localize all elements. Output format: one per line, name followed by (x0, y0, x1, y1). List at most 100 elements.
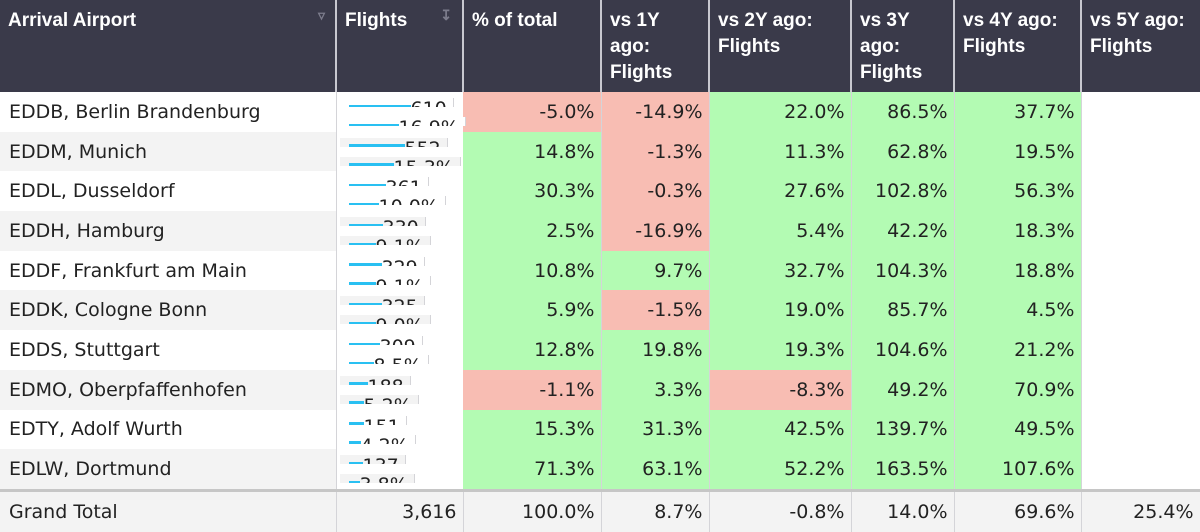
col-header-arrival-airport[interactable]: Arrival Airport ▿ (0, 0, 337, 92)
cell-value: 137 (363, 455, 399, 464)
table-row[interactable]: EDLW, Dortmund 137 3.8% 71.3%63.1%52.2%163.… (0, 449, 1200, 491)
airport-cell[interactable]: EDDH, Hamburg (0, 211, 337, 251)
col-header-vs-3y[interactable]: vs 3Y ago: Flights (851, 0, 955, 92)
airport-cell[interactable]: EDDK, Cologne Bonn (0, 290, 337, 331)
col-header-pct-total[interactable]: % of total (463, 0, 602, 92)
col-header-vs-2y[interactable]: vs 2Y ago: Flights (709, 0, 852, 92)
pct-total-cell: 9.1% (339, 236, 431, 246)
data-bar (348, 263, 382, 266)
vs-5y-cell: 18.3% (954, 211, 1082, 251)
bar-cell-content: 330 (346, 217, 419, 227)
bar-cell-content: 9.1% (346, 276, 424, 285)
data-bar (348, 282, 376, 285)
vs-1y-cell: 10.8% (463, 250, 602, 291)
bar-cell-content: 325 (346, 296, 418, 306)
grand-total-vs-3y: 14.0% (851, 488, 955, 532)
bar-cell-content: 610 (346, 98, 447, 107)
flights-cell: 329 (339, 256, 425, 266)
airport-cell[interactable]: EDDB, Berlin Brandenburg (0, 92, 337, 132)
cell-value: 325 (382, 296, 418, 305)
vs-2y-cell: 31.3% (601, 409, 710, 450)
airport-cell[interactable]: EDDL, Dusseldorf (0, 171, 337, 212)
table-row[interactable]: EDDK, Cologne Bonn 325 9.0% 5.9%-1.5%19.0%8… (0, 290, 1200, 331)
table-row[interactable]: EDDS, Stuttgart 309 8.5% 12.8%19.8%19.3%104… (0, 330, 1200, 370)
vs-1y-cell: 30.3% (463, 171, 602, 212)
airport-cell[interactable]: EDLW, Dortmund (0, 449, 337, 491)
filter-icon[interactable]: ▿ (317, 7, 325, 23)
table-row[interactable]: EDMO, Oberpfaffenhofen 188 5.2% -1.1%3.3%-8… (0, 369, 1200, 410)
vs-1y-cell: 71.3% (463, 449, 602, 491)
cell-value: 610 (411, 98, 447, 107)
bar-cell-content: 309 (346, 336, 416, 346)
cell-value: 9.1% (376, 276, 424, 285)
vs-4y-cell: 85.7% (851, 290, 955, 331)
vs-4y-cell: 42.2% (851, 211, 955, 251)
bar-cell-content: 9.0% (346, 315, 424, 325)
vs-3y-cell: 27.6% (709, 171, 852, 212)
col-header-vs-4y[interactable]: vs 4Y ago: Flights (954, 0, 1082, 92)
vs-2y-cell: 19.8% (601, 330, 710, 370)
data-bar (348, 321, 376, 325)
airport-cell[interactable]: EDDS, Stuttgart (0, 330, 337, 370)
airport-cell[interactable]: EDMO, Oberpfaffenhofen (0, 369, 337, 410)
bar-cell-content: 188 (346, 376, 404, 385)
table-row[interactable]: EDDF, Frankfurt am Main 329 9.1% 10.8%9.7%3… (0, 250, 1200, 291)
vs-4y-cell: 102.8% (851, 171, 955, 212)
flights-cell: 137 (339, 455, 406, 465)
col-header-vs-5y[interactable]: vs 5Y ago: Flights (1081, 0, 1200, 92)
vs-3y-cell: 5.4% (709, 211, 852, 251)
cell-value: 4.2% (361, 435, 409, 444)
airport-cell[interactable]: EDDF, Frankfurt am Main (0, 250, 337, 291)
data-bar (348, 422, 364, 425)
vs-5y-cell: 70.9% (954, 369, 1082, 410)
airport-cell[interactable]: EDDM, Munich (0, 131, 337, 172)
grand-total-vs-2y: -0.8% (709, 488, 852, 532)
data-bar (348, 242, 376, 246)
vs-3y-cell: 19.0% (709, 290, 852, 331)
pct-total-cell: 10.0% (339, 196, 446, 206)
cell-value: 188 (368, 376, 404, 385)
grand-total-pct: 100.0% (463, 488, 602, 532)
pct-total-cell: 3.8% (339, 474, 415, 484)
col-header-vs-1y[interactable]: vs 1Y ago: Flights (601, 0, 710, 92)
cell-value: 10.0% (379, 196, 439, 205)
pct-total-cell: 9.0% (339, 315, 431, 325)
cell-value: 330 (383, 217, 419, 226)
bar-cell-content: 137 (346, 455, 399, 465)
vs-1y-cell: 12.8% (463, 330, 602, 370)
airport-cell[interactable]: EDTY, Adolf Wurth (0, 409, 337, 450)
col-header-label: Arrival Airport (8, 10, 137, 31)
vs-5y-cell: 18.8% (954, 250, 1082, 291)
pct-total-cell: 15.3% (339, 156, 461, 166)
col-header-label: % of total (472, 10, 558, 31)
flights-cell: 610 (339, 98, 454, 107)
table-row[interactable]: EDDM, Munich 552 15.3% 14.8%-1.3%11.3%62.8%… (0, 131, 1200, 172)
vs-4y-cell: 139.7% (851, 409, 955, 450)
table-row[interactable]: EDDB, Berlin Brandenburg 610 16.9% -5.0%-14… (0, 92, 1200, 132)
vs-1y-cell: 2.5% (463, 211, 602, 251)
pct-total-cell: 16.9% (339, 117, 466, 126)
cell-value: 329 (382, 257, 418, 266)
vs-5y-cell: 107.6% (954, 449, 1082, 491)
data-bar (348, 461, 363, 465)
vs-1y-cell: -5.0% (463, 92, 602, 132)
col-header-flights[interactable]: Flights ↧ (336, 0, 464, 92)
pct-total-cell: 5.2% (339, 394, 419, 404)
flights-cell: 188 (339, 375, 411, 385)
cell-value: 3.8% (360, 474, 408, 483)
vs-4y-cell: 62.8% (851, 131, 955, 172)
vs-1y-cell: 15.3% (463, 409, 602, 450)
table-row[interactable]: EDDH, Hamburg 330 9.1% 2.5%-16.9%5.4%42.2%1… (0, 211, 1200, 251)
grand-total-vs-4y: 69.6% (954, 488, 1082, 532)
data-bar (348, 361, 374, 365)
cell-value: 9.0% (376, 315, 424, 324)
bar-cell-content: 3.8% (346, 474, 408, 484)
bar-cell-content: 8.5% (346, 355, 422, 365)
grand-total-vs-5y: 25.4% (1081, 488, 1200, 532)
table-row[interactable]: EDDL, Dusseldorf 361 10.0% 30.3%-0.3%27.6%1… (0, 171, 1200, 212)
cell-value: 15.3% (394, 157, 454, 166)
sort-descending-icon[interactable]: ↧ (440, 7, 452, 23)
vs-2y-cell: 63.1% (601, 449, 710, 491)
table-row[interactable]: EDTY, Adolf Wurth 151 4.2% 15.3%31.3%42.5%1… (0, 409, 1200, 450)
vs-5y-cell: 56.3% (954, 171, 1082, 212)
